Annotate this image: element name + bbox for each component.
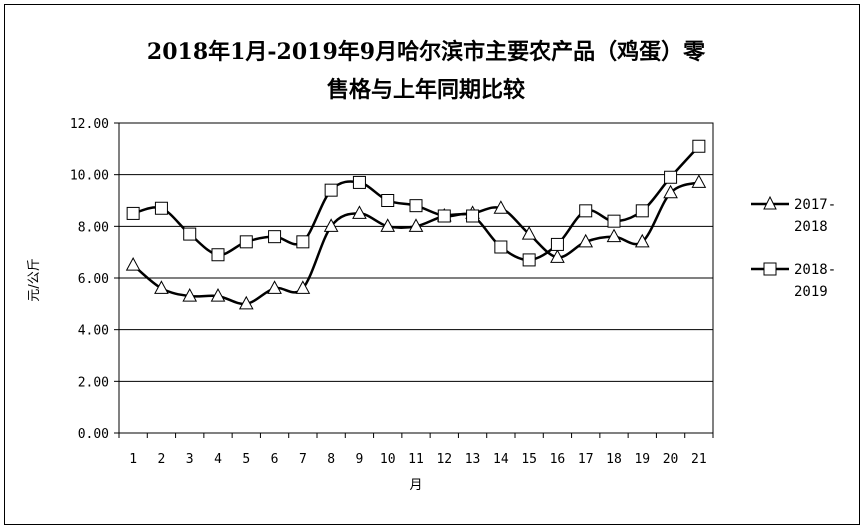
- y-tick-label: 2.00: [78, 375, 109, 390]
- data-point-square: [239, 235, 253, 249]
- data-point-square: [409, 199, 423, 213]
- x-tick-label: 3: [186, 452, 194, 467]
- x-tick-label: 18: [606, 452, 622, 467]
- data-point-triangle: [663, 184, 678, 199]
- data-point-square: [154, 201, 168, 215]
- y-tick-label: 8.00: [78, 220, 109, 235]
- data-point-triangle: [267, 280, 282, 294]
- data-point-square: [268, 230, 282, 244]
- data-point-square: [494, 240, 508, 254]
- x-tick-label: 20: [663, 452, 679, 467]
- x-tick-label: 8: [327, 452, 335, 467]
- data-point-triangle: [323, 218, 339, 232]
- data-point-triangle: [154, 280, 169, 294]
- legend-marker-triangle: [763, 195, 777, 210]
- chart-frame: 2018年1月-2019年9月哈尔滨市主要农产品（鸡蛋）零 售格与上年同期比较 …: [4, 4, 860, 525]
- data-point-triangle: [493, 200, 509, 214]
- legend: 2017- 2018 2018- 2019: [751, 195, 836, 300]
- line-chart: 2018年1月-2019年9月哈尔滨市主要农产品（鸡蛋）零 售格与上年同期比较 …: [27, 39, 836, 493]
- data-point-triangle: [295, 280, 311, 294]
- data-point-square: [607, 214, 621, 228]
- x-tick-label: 13: [465, 452, 481, 467]
- x-tick-label: 1: [129, 452, 137, 467]
- series-1: [125, 174, 707, 310]
- data-point-square: [664, 170, 678, 184]
- x-tick-label: 12: [436, 452, 452, 467]
- x-tick-label: 9: [356, 452, 364, 467]
- data-point-square: [183, 227, 197, 241]
- series-2: [126, 139, 706, 267]
- legend-item-series-2: 2018- 2019: [751, 262, 836, 300]
- data-point-square: [692, 139, 706, 153]
- y-tick-label: 10.00: [70, 169, 109, 184]
- chart-title-line-1: 2018年1月-2019年9月哈尔滨市主要农产品（鸡蛋）零: [147, 39, 706, 65]
- data-point-triangle: [578, 233, 594, 248]
- y-tick-label: 4.00: [78, 324, 109, 339]
- x-tick-label: 21: [691, 452, 707, 467]
- x-axis-label: 月: [409, 478, 422, 493]
- data-point-triangle: [408, 218, 424, 232]
- legend-marker-square: [763, 262, 777, 276]
- x-tick-label: 15: [521, 452, 537, 467]
- data-point-triangle: [606, 228, 622, 243]
- y-tick-label: 0.00: [78, 427, 109, 442]
- x-tick-label: 2: [158, 452, 166, 467]
- y-tick-label: 12.00: [70, 117, 109, 132]
- x-tick-label: 6: [271, 452, 279, 467]
- x-tick-label: 19: [634, 452, 650, 467]
- data-point-triangle: [691, 174, 707, 188]
- x-tick-label: 16: [550, 452, 566, 467]
- legend-label-2a: 2018-: [794, 262, 836, 278]
- gridlines: [119, 122, 713, 434]
- data-point-triangle: [634, 233, 650, 248]
- x-tick-label: 5: [242, 452, 250, 467]
- legend-label-2b: 2019: [794, 284, 828, 300]
- data-point-triangle: [550, 249, 565, 263]
- data-point-square: [352, 175, 366, 189]
- legend-label-1a: 2017-: [794, 197, 836, 213]
- data-point-triangle: [125, 257, 141, 271]
- data-point-square: [437, 209, 451, 223]
- x-tick-label: 4: [214, 452, 222, 467]
- data-point-triangle: [210, 288, 226, 302]
- x-tick-label: 17: [578, 452, 594, 467]
- series-layer: [125, 139, 707, 310]
- y-axis-label: 元/公斤: [27, 258, 42, 301]
- data-point-square: [324, 183, 338, 197]
- data-point-square: [296, 235, 310, 249]
- x-tick-label: 14: [493, 452, 509, 467]
- chart-title-line-2: 售格与上年同期比较: [327, 77, 525, 103]
- x-axis-ticks: 1 2 3 4 5 6 7 8 9 10 11 12 13 14 15 16 17 18 19 20 21: [118, 433, 714, 467]
- data-point-square: [126, 206, 140, 220]
- data-point-triangle: [182, 288, 198, 302]
- x-tick-label: 10: [380, 452, 396, 467]
- data-point-square: [381, 194, 395, 207]
- data-point-square: [211, 248, 225, 262]
- data-point-triangle: [352, 205, 367, 219]
- data-point-square: [635, 204, 649, 218]
- data-point-triangle: [380, 218, 396, 232]
- legend-item-series-1: 2017- 2018: [751, 195, 836, 235]
- data-point-square: [579, 204, 593, 218]
- x-tick-label: 7: [299, 452, 307, 467]
- x-tick-label: 11: [408, 452, 424, 467]
- y-tick-label: 6.00: [78, 272, 109, 287]
- legend-label-1b: 2018: [794, 219, 828, 235]
- data-point-square: [522, 253, 536, 267]
- data-point-square: [466, 209, 480, 223]
- data-point-square: [550, 237, 564, 251]
- data-point-triangle: [521, 226, 537, 240]
- y-axis-ticks: 0.00 2.00 4.00 6.00 8.00 10.00 12.00: [70, 117, 119, 442]
- data-point-triangle: [238, 295, 254, 310]
